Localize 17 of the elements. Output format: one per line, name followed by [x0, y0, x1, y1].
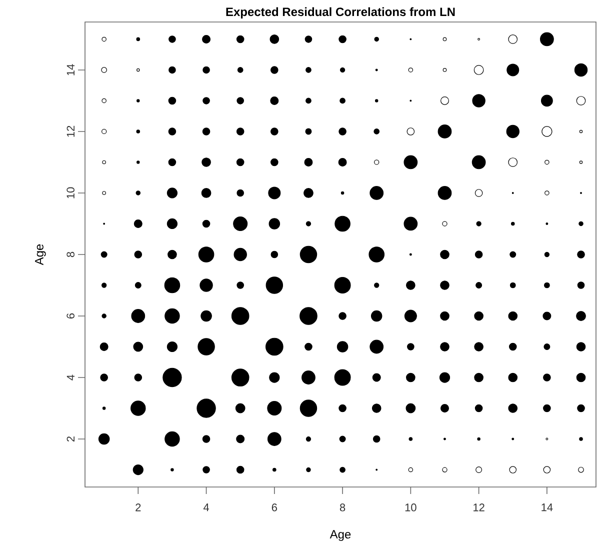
x-tick-label: 6	[272, 504, 277, 512]
y-tick-label: 10	[66, 187, 74, 198]
y-tick-label: 14	[66, 64, 74, 76]
x-tick-label: 10	[405, 504, 416, 512]
y-tick-label: 8	[66, 252, 74, 258]
y-tick-label: 4	[66, 374, 74, 380]
y-tick-label: 2	[66, 436, 74, 442]
x-tick-label: 12	[474, 504, 484, 512]
x-tick-label: 4	[203, 504, 210, 512]
x-axis-title: Age	[330, 530, 351, 541]
x-tick-label: 14	[542, 504, 553, 512]
y-tick-label: 6	[66, 313, 74, 318]
x-tick-label: 2	[136, 504, 141, 512]
y-tick-label: 12	[66, 126, 74, 137]
y-axis-title: Age	[35, 244, 46, 266]
chart-title: Expected Residual Correlations from LN	[226, 7, 455, 18]
x-tick-label: 8	[340, 504, 346, 512]
